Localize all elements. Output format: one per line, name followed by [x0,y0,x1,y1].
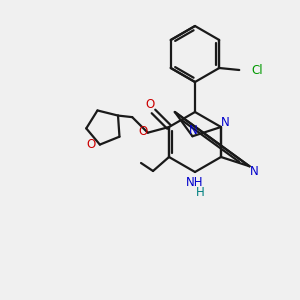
Text: Cl: Cl [251,64,263,76]
Text: O: O [138,125,147,138]
Text: N: N [220,116,230,130]
Text: O: O [146,98,155,111]
Text: O: O [86,138,95,151]
Text: NH: NH [186,176,204,188]
Text: N: N [250,165,259,178]
Text: N: N [189,124,198,137]
Text: H: H [196,185,204,199]
